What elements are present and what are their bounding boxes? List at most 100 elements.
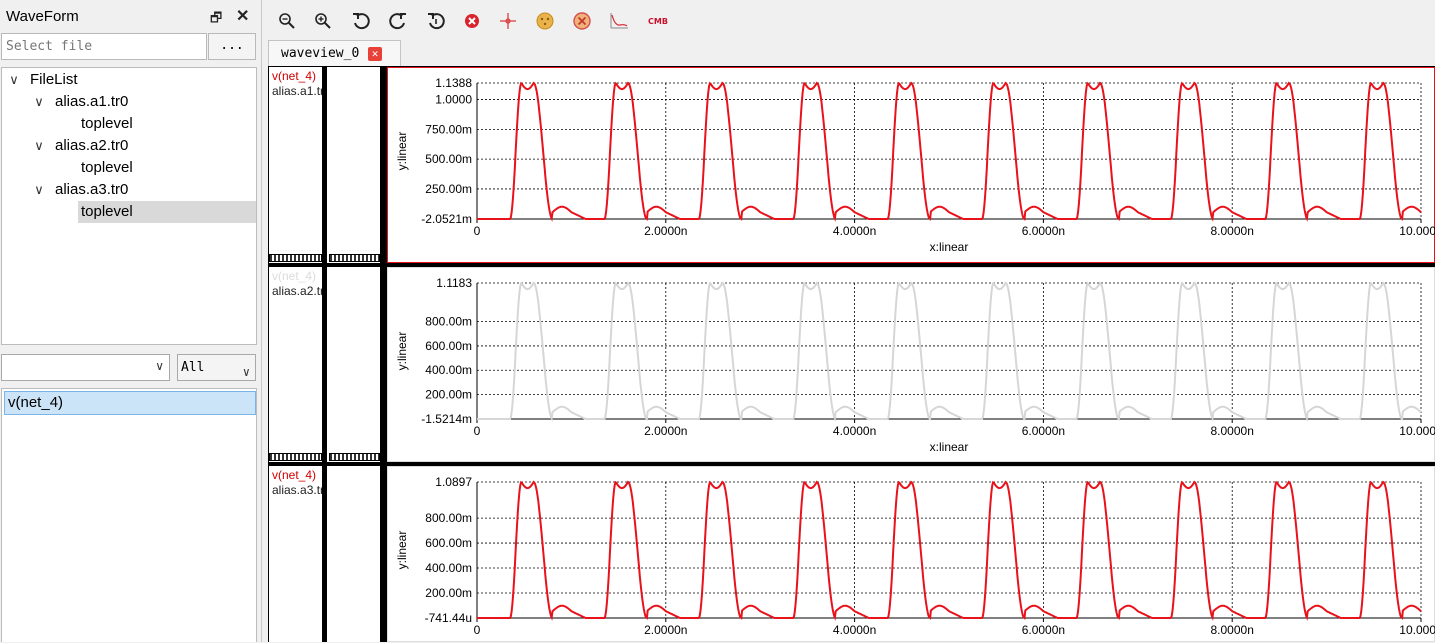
x-tick-label: 10.000n: [1399, 623, 1435, 637]
x-tick-label: 8.0000n: [1211, 224, 1254, 238]
browse-button[interactable]: ...: [208, 33, 256, 60]
y-tick-label: 1.1183: [436, 276, 472, 290]
spacer-scrollbar[interactable]: [329, 254, 380, 262]
trace-spacer: [327, 67, 380, 263]
y-tick-label: 1.1388: [435, 76, 472, 90]
signal-item[interactable]: v(net_4): [4, 391, 256, 415]
tree-row-toplevel-selected[interactable]: toplevel: [78, 201, 256, 223]
x-tick-label: 0: [474, 424, 481, 438]
toolbar: CMB: [268, 6, 1435, 38]
spacer-scrollbar[interactable]: [329, 453, 380, 461]
waveform-trace: [477, 480, 1422, 621]
waveform-trace: [477, 281, 1422, 422]
x-tick-label: 4.0000n: [833, 623, 876, 637]
x-tick-label: 8.0000n: [1211, 623, 1254, 637]
tree-root-label: FileList: [30, 71, 78, 88]
waveform-plot[interactable]: 1.0897 800.00m 600.00m 400.00m 200.00m -741.4…: [387, 466, 1435, 642]
name-scrollbar[interactable]: [269, 254, 322, 262]
x-tick-label: 6.0000n: [1022, 424, 1065, 438]
delete-icon[interactable]: [460, 9, 484, 33]
tab-label: waveview_0: [281, 46, 360, 61]
chevron-down-icon: ∨: [242, 365, 250, 379]
x-tick-label: 10.000n: [1399, 224, 1435, 238]
chevron-down-icon[interactable]: ∨: [34, 182, 44, 197]
tree-toplevel-label: toplevel: [81, 203, 133, 220]
y-axis-label: y:linear: [395, 132, 409, 171]
tree-row-toplevel[interactable]: toplevel: [2, 157, 256, 179]
zoom-in-icon[interactable]: [311, 9, 335, 33]
trace-name-column: v(net_4)alias.a3.tr0: [269, 466, 322, 642]
zoom-out-icon[interactable]: [275, 9, 299, 33]
x-tick-label: 0: [474, 623, 481, 637]
scope-select[interactable]: All ∨: [177, 354, 256, 381]
signal-list: v(net_4): [1, 388, 257, 642]
y-tick-label: -741.44u: [425, 611, 472, 625]
y-tick-label: 400.00m: [425, 363, 472, 377]
trace-source-name: alias.a3.tr0: [272, 483, 322, 497]
x-tick-label: 6.0000n: [1022, 224, 1065, 238]
waveform-dock: WaveForm 🗗 ✕ ... ∨ FileList ∨ alias.a1.t…: [0, 0, 262, 642]
chevron-down-icon: ∨: [155, 359, 164, 373]
select-file-input[interactable]: [1, 33, 207, 60]
y-tick-label: 250.00m: [425, 182, 472, 196]
cmb-icon[interactable]: CMB: [643, 9, 673, 33]
tree-file-label: alias.a1.tr0: [55, 93, 129, 110]
tab-bar: waveview_0 ✕: [268, 38, 1435, 66]
x-tick-label: 6.0000n: [1022, 623, 1065, 637]
y-tick-label: 400.00m: [425, 561, 472, 575]
waveform-plot[interactable]: 1.1183 800.00m 600.00m 400.00m 200.00m -1.521…: [387, 267, 1435, 462]
dock-title: WaveForm: [6, 8, 79, 25]
trace-signal-name[interactable]: v(net_4): [272, 69, 317, 83]
trace-signal-name[interactable]: v(net_4): [272, 269, 317, 283]
tree-toplevel-label: toplevel: [81, 115, 133, 132]
waveview-area: v(net_4)alias.a1.tr01.13881.0000750.00m5…: [268, 66, 1435, 642]
cmb-label: CMB: [648, 16, 668, 26]
waveform-plot[interactable]: 1.1388 1.0000 750.00m 500.00m 250.00m -2.0521…: [387, 67, 1435, 263]
tree-row-file[interactable]: ∨ alias.a2.tr0: [2, 135, 256, 157]
tab-close-icon[interactable]: ✕: [368, 47, 382, 61]
redo-icon[interactable]: [386, 9, 410, 33]
y-tick-label: -2.0521m: [421, 212, 472, 226]
y-tick-label: 1.0000: [435, 93, 472, 107]
tree-row-root[interactable]: ∨ FileList: [2, 69, 256, 91]
x-tick-label: 8.0000n: [1211, 424, 1254, 438]
curve-icon[interactable]: [607, 9, 631, 33]
undo-icon[interactable]: [349, 9, 373, 33]
tree-file-label: alias.a3.tr0: [55, 181, 129, 198]
trace-signal-name[interactable]: v(net_4): [272, 468, 317, 482]
waveform-trace: [477, 81, 1422, 222]
y-tick-label: 600.00m: [425, 339, 472, 353]
y-tick-label: 750.00m: [425, 122, 472, 136]
trace-name-column: v(net_4)alias.a1.tr0: [269, 67, 322, 263]
trace-spacer: [327, 267, 380, 462]
x-tick-label: 10.000n: [1399, 424, 1435, 438]
trace-source-name: alias.a1.tr0: [272, 84, 322, 98]
chevron-down-icon[interactable]: ∨: [34, 94, 44, 109]
y-tick-label: 800.00m: [425, 315, 472, 329]
crosshair-icon[interactable]: [496, 9, 520, 33]
tab-waveview[interactable]: waveview_0 ✕: [268, 40, 401, 66]
chevron-down-icon[interactable]: ∨: [34, 138, 44, 153]
x-tick-label: 2.0000n: [644, 424, 687, 438]
waveform-svg: 1.1183 800.00m 600.00m 400.00m 200.00m -1.521…: [395, 276, 1435, 454]
y-tick-label: 200.00m: [425, 388, 472, 402]
chevron-down-icon[interactable]: ∨: [9, 72, 19, 87]
tree-row-file[interactable]: ∨ alias.a3.tr0: [2, 179, 256, 201]
float-icon[interactable]: 🗗: [210, 10, 223, 25]
y-tick-label: 200.00m: [425, 586, 472, 600]
name-scrollbar[interactable]: [269, 453, 322, 461]
reset-icon[interactable]: [424, 9, 448, 33]
trace-spacer: [327, 466, 380, 642]
close-icon[interactable]: ✕: [236, 8, 250, 25]
x-tick-label: 4.0000n: [833, 424, 876, 438]
tree-row-toplevel[interactable]: toplevel: [2, 113, 256, 135]
trace-name-column: v(net_4)alias.a2.tr0: [269, 267, 322, 462]
clear-icon[interactable]: [570, 9, 594, 33]
measure-icon[interactable]: [533, 9, 557, 33]
x-tick-label: 0: [474, 224, 481, 238]
x-axis-label: x:linear: [930, 240, 969, 254]
tree-file-label: alias.a2.tr0: [55, 137, 129, 154]
tree-toplevel-label: toplevel: [81, 159, 133, 176]
tree-row-file[interactable]: ∨ alias.a1.tr0: [2, 91, 256, 113]
signal-filter-select[interactable]: ∨: [1, 354, 170, 381]
